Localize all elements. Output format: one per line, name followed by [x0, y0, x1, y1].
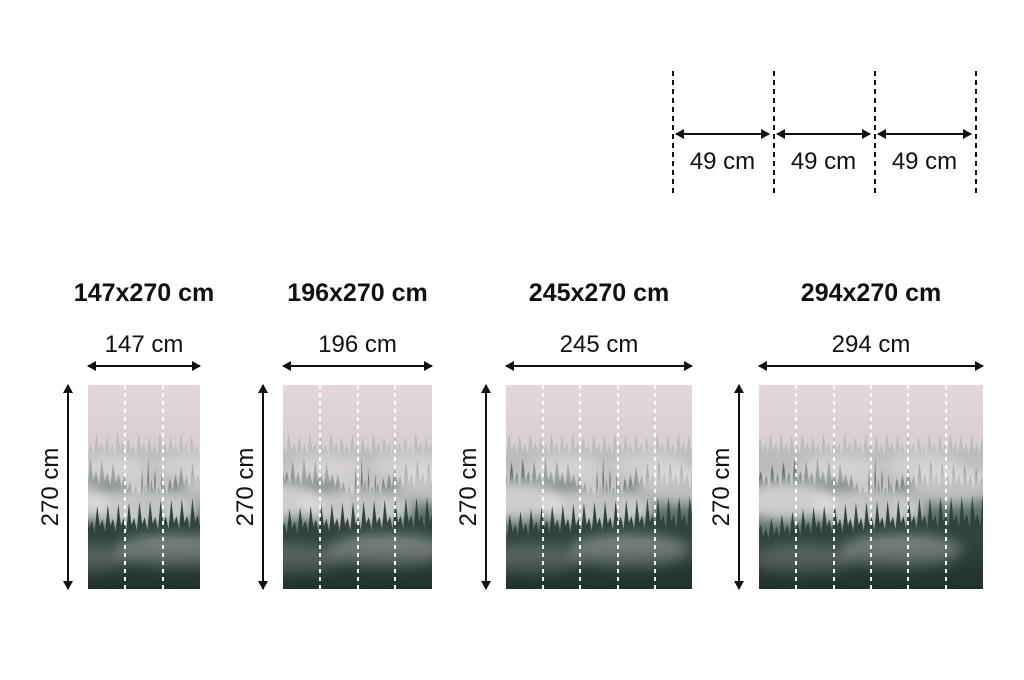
panel-seam-line — [907, 385, 910, 589]
panel-seam-line — [832, 385, 835, 589]
panel-seams — [88, 385, 200, 589]
v-arrow-icon — [734, 384, 744, 590]
width-label: 147 cm — [104, 331, 184, 358]
cut-line-icon — [773, 71, 775, 195]
panel-seam-line — [653, 385, 656, 589]
h-arrow-icon — [675, 129, 770, 139]
width-label: 196 cm — [318, 331, 397, 358]
panel-seam-line — [616, 385, 619, 589]
panel-seams — [506, 385, 692, 589]
panel-seam-line — [542, 385, 545, 589]
v-arrow-icon — [481, 384, 491, 590]
panel-seam-line — [124, 385, 127, 589]
h-arrow-icon — [776, 129, 871, 139]
cut-line-icon — [672, 71, 674, 195]
panel-seam-line — [356, 385, 359, 589]
h-arrow-icon — [877, 129, 972, 139]
v-arrow-icon — [63, 384, 73, 590]
panel-seam-line — [579, 385, 582, 589]
mural-photo — [88, 385, 200, 589]
mural-photo — [506, 385, 692, 589]
width-label: 245 cm — [559, 331, 639, 358]
panel-seam-line — [319, 385, 322, 589]
height-label: 270 cm — [232, 447, 259, 527]
width-label: 294 cm — [831, 331, 911, 358]
size-title: 245x270 cm — [528, 279, 670, 307]
panel-seams — [283, 385, 432, 589]
panel-width-label: 49 cm — [790, 148, 857, 175]
size-title: 147x270 cm — [73, 279, 215, 307]
panel-seams — [759, 385, 983, 589]
h-arrow-icon — [758, 361, 984, 371]
height-label: 270 cm — [708, 447, 735, 527]
height-label: 270 cm — [455, 447, 482, 527]
mural-photo — [283, 385, 432, 589]
mural-photo — [759, 385, 983, 589]
height-label: 270 cm — [37, 447, 64, 527]
size-title: 294x270 cm — [800, 279, 942, 307]
panel-seam-line — [393, 385, 396, 589]
cut-line-icon — [975, 71, 977, 195]
panel-seam-line — [795, 385, 798, 589]
panel-width-label: 49 cm — [891, 148, 958, 175]
v-arrow-icon — [258, 384, 268, 590]
panel-seam-line — [870, 385, 872, 589]
panel-width-label: 49 cm — [689, 148, 756, 175]
panel-width-diagram: 49 cm 49 cm 49 cm — [672, 71, 978, 195]
size-title: 196x270 cm — [287, 279, 428, 307]
panel-seam-line — [944, 385, 947, 589]
panel-seam-line — [161, 385, 164, 589]
h-arrow-icon — [282, 361, 433, 371]
h-arrow-icon — [87, 361, 201, 371]
cut-line-icon — [874, 71, 876, 195]
h-arrow-icon — [505, 361, 693, 371]
